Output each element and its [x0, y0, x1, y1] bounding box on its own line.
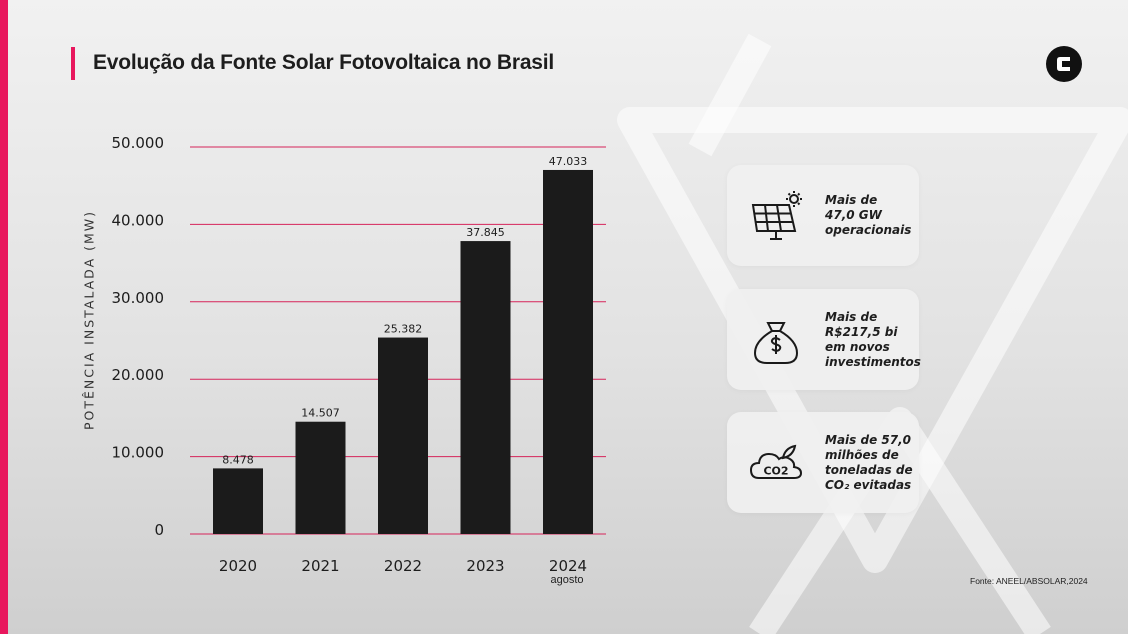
solar-panel-icon — [751, 191, 802, 240]
y-tick-label: 40.000 — [112, 211, 165, 229]
card-line: R$217,5 bi — [825, 324, 898, 339]
card-line: Mais de 57,0 — [825, 432, 911, 447]
bar — [213, 468, 263, 534]
brand-c-logo-icon — [1046, 46, 1082, 82]
card-line: milhões de — [825, 447, 899, 462]
money-bag-icon — [753, 322, 799, 364]
stat-card-text: Mais de 57,0 milhões de toneladas de CO₂… — [825, 412, 917, 513]
y-tick-label: 50.000 — [112, 134, 165, 152]
y-axis-title: POTÊNCIA INSTALADA (MW) — [81, 209, 97, 431]
x-tick-label: 2023 — [466, 557, 504, 575]
card-line: operacionais — [825, 223, 912, 237]
card-line: Mais de — [825, 309, 878, 324]
data-label: 25.382 — [384, 323, 423, 336]
title-accent-bar — [71, 47, 75, 80]
card-line: em novos — [825, 339, 890, 354]
x-tick-note-2024: agosto — [550, 574, 584, 586]
svg-text:CO2: CO2 — [763, 465, 788, 478]
left-accent-bar — [0, 0, 8, 634]
bar — [295, 421, 346, 534]
y-tick-label: 30.000 — [112, 289, 165, 307]
card-line: CO₂ evitadas — [825, 477, 912, 492]
page-title: Evolução da Fonte Solar Fotovoltaica no … — [93, 51, 555, 74]
bar — [378, 337, 428, 534]
card-line: 47,0 GW — [825, 208, 882, 222]
source-note: Fonte: ANEEL/ABSOLAR,2024 — [970, 576, 1088, 586]
stat-card-text: Mais de 47,0 GW operacionais — [825, 165, 917, 266]
card-line: Mais de — [825, 193, 878, 207]
data-label: 14.507 — [301, 407, 340, 420]
card-line: toneladas de — [825, 462, 913, 477]
y-tick-label: 20.000 — [112, 366, 165, 384]
x-tick-label: 2020 — [219, 557, 257, 575]
co2-cloud-icon: CO2 — [749, 444, 803, 479]
stat-card-solar-capacity: Mais de 47,0 GW operacionais — [727, 165, 919, 266]
x-tick-label: 2021 — [301, 557, 339, 575]
bar — [460, 241, 511, 534]
data-label: 8.478 — [222, 453, 254, 466]
card-line: investimentos — [825, 354, 921, 369]
data-label: 47.033 — [549, 155, 588, 168]
stat-card-investments: Mais de R$217,5 bi em novos investimento… — [727, 289, 921, 390]
y-tick-label: 0 — [154, 521, 164, 539]
bar — [543, 169, 593, 534]
stat-card-text: Mais de R$217,5 bi em novos investimento… — [825, 289, 921, 390]
data-label: 37.845 — [466, 226, 505, 239]
y-tick-label: 10.000 — [112, 444, 165, 462]
x-tick-label: 2024 — [549, 557, 587, 575]
stat-card-co2-avoided: CO2 Mais de 57,0 milhões de toneladas de… — [727, 412, 919, 513]
x-tick-label: 2022 — [384, 557, 422, 575]
